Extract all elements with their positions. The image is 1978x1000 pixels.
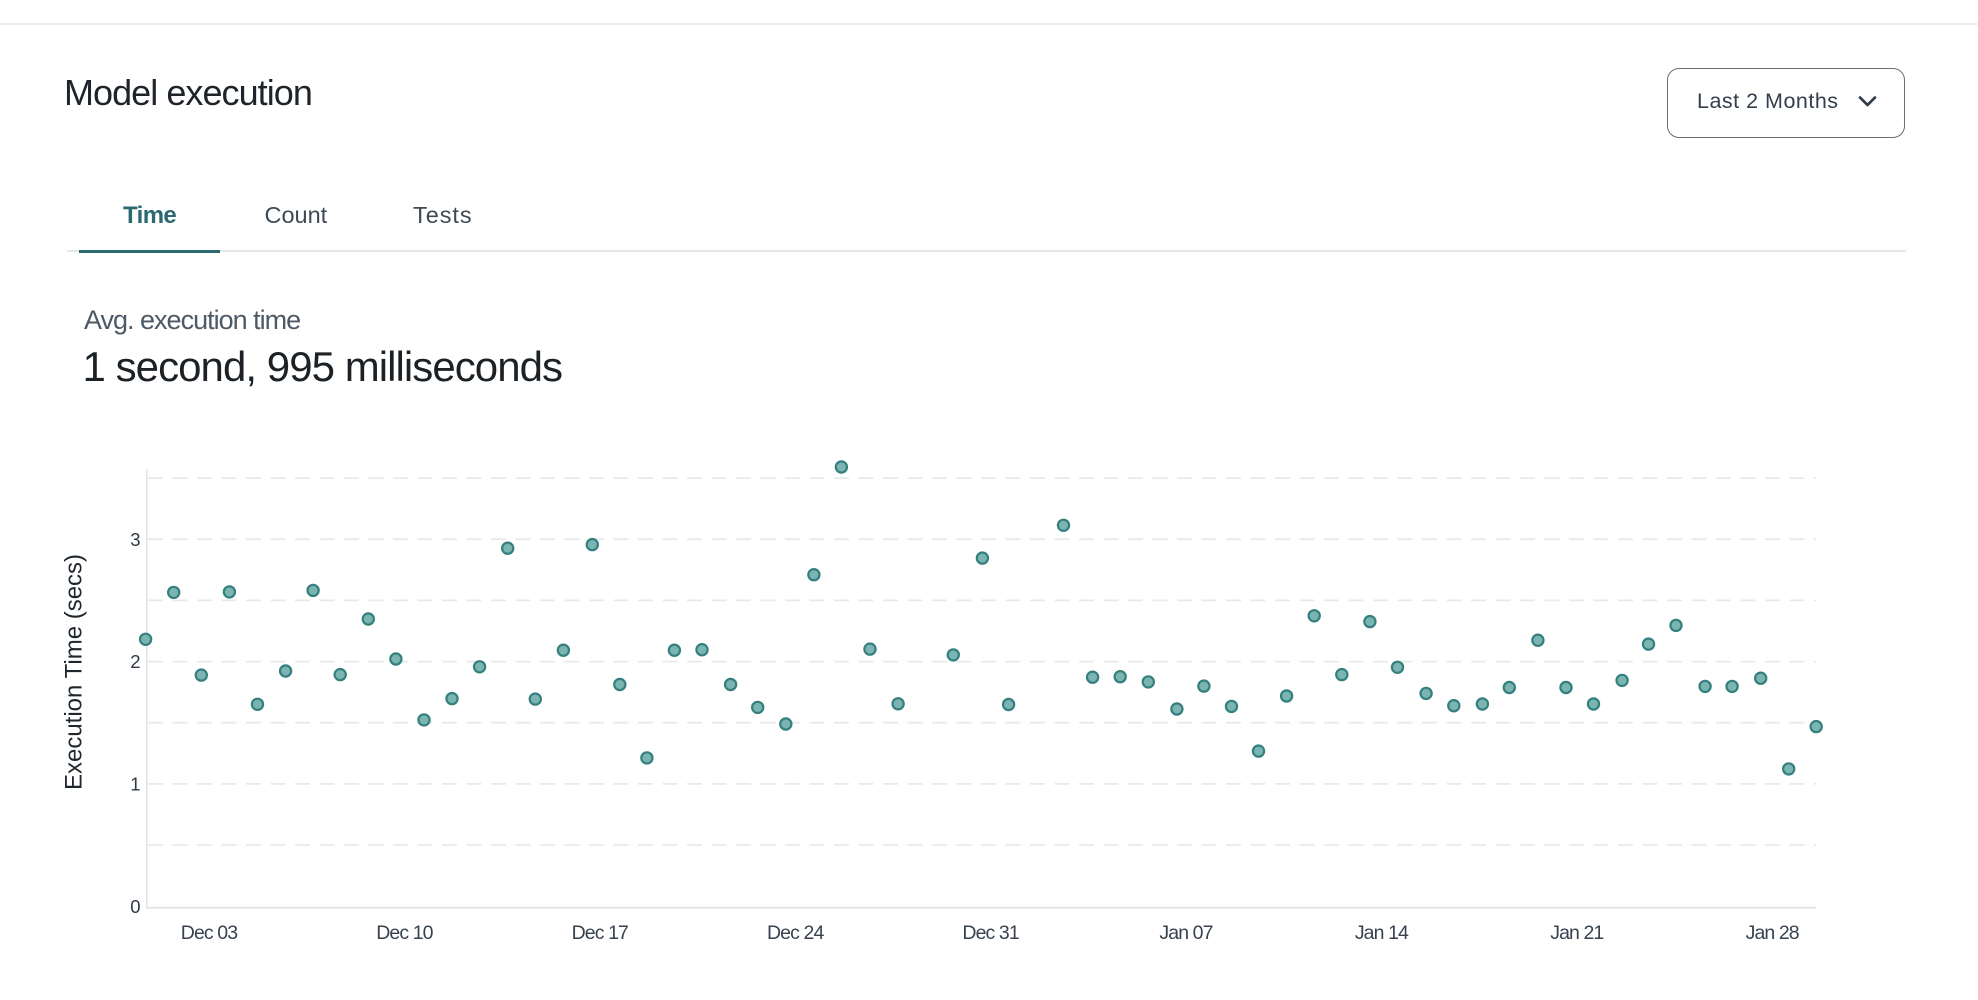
svg-text:3: 3 <box>130 529 140 550</box>
svg-text:Dec 17: Dec 17 <box>572 922 628 944</box>
svg-text:Jan 14: Jan 14 <box>1355 922 1409 944</box>
svg-text:Jan 21: Jan 21 <box>1550 922 1603 944</box>
svg-text:Dec 03: Dec 03 <box>181 922 237 944</box>
svg-text:Jan 07: Jan 07 <box>1159 922 1212 944</box>
svg-text:Jan 28: Jan 28 <box>1746 922 1799 944</box>
svg-text:Execution Time (secs): Execution Time (secs) <box>61 554 88 790</box>
svg-text:2: 2 <box>130 651 140 672</box>
svg-text:1: 1 <box>130 774 140 795</box>
svg-text:Dec 24: Dec 24 <box>767 922 824 944</box>
svg-text:Dec 31: Dec 31 <box>962 922 1018 944</box>
svg-text:Dec 10: Dec 10 <box>376 922 433 944</box>
svg-text:0: 0 <box>130 896 140 917</box>
